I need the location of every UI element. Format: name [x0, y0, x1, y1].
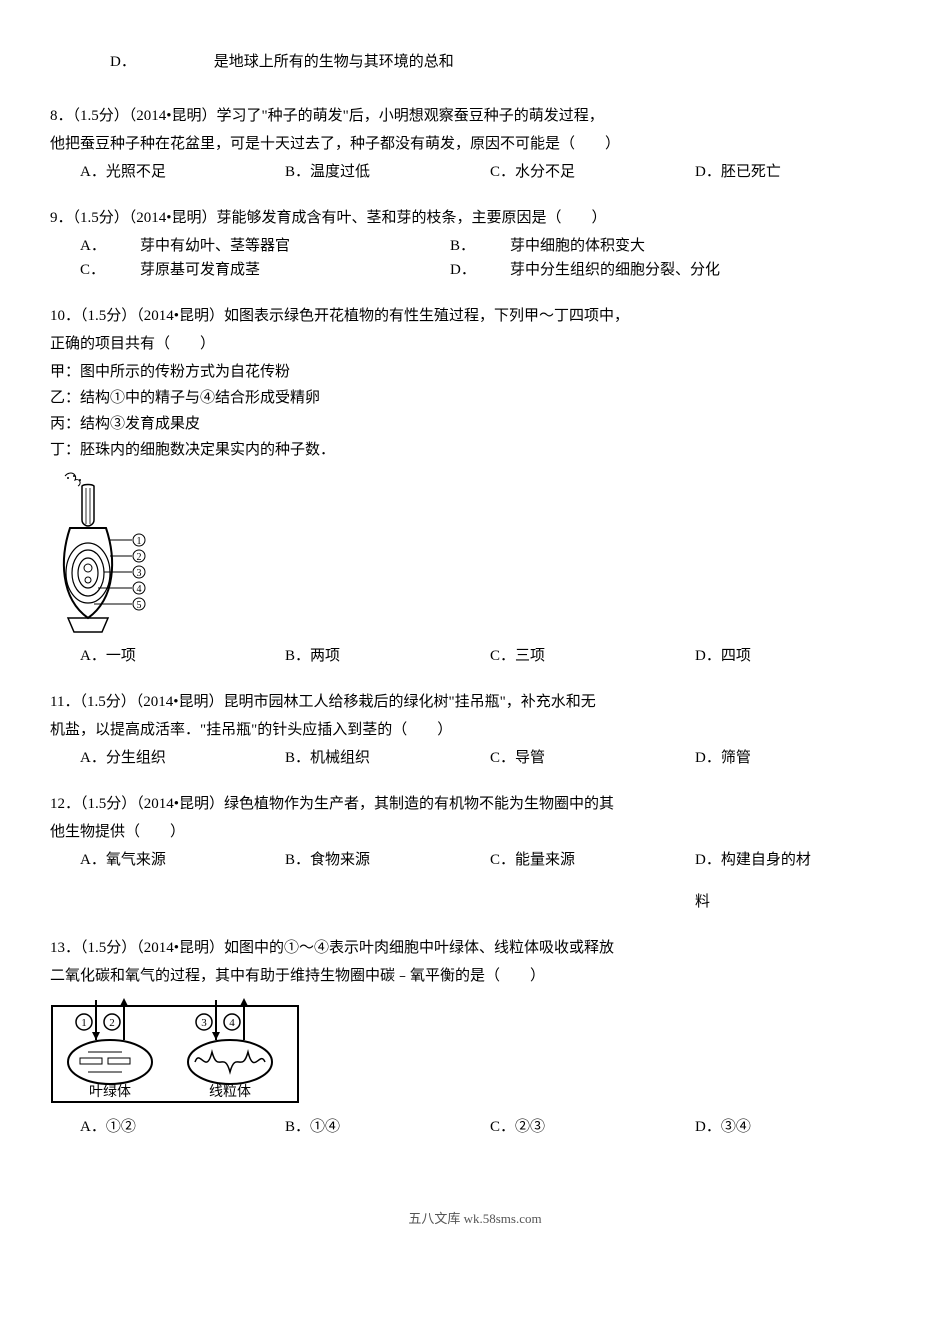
question-10: 10．（1.5分）（2014•昆明）如图表示绿色开花植物的有性生殖过程，下列甲～… [50, 304, 900, 668]
chloroplast-mitochondria-diagram: 1 2 3 4 叶绿体 线粒体 [50, 994, 900, 1109]
option-d: D．构建自身的材 [695, 848, 900, 872]
question-stem: 机盐，以提高成活率．"挂吊瓶"的针头应插入到茎的（ ） [50, 718, 900, 742]
prev-question-option-d: D． 是地球上所有的生物与其环境的总和 [50, 50, 900, 74]
question-stem: 11．（1.5分）（2014•昆明）昆明市园林工人给移栽后的绿化树"挂吊瓶"，补… [50, 690, 900, 714]
question-stem: 他生物提供（ ） [50, 820, 900, 844]
option-a-label: A． [80, 234, 140, 258]
question-8: 8．（1.5分）（2014•昆明）学习了"种子的萌发"后，小明想观察蚕豆种子的萌… [50, 104, 900, 184]
svg-text:2: 2 [109, 1017, 115, 1029]
flower-diagram-image: 1 2 3 4 5 [50, 468, 900, 638]
page-footer: 五八文库 wk.58sms.com [50, 1209, 900, 1230]
option-c-label: C． [80, 258, 140, 282]
option-c: C．②③ [490, 1115, 695, 1139]
question-stem: 正确的项目共有（ ） [50, 332, 900, 356]
question-9: 9．（1.5分）（2014•昆明）芽能够发育成含有叶、茎和芽的枝条，主要原因是（… [50, 206, 900, 282]
option-d: D．四项 [695, 644, 900, 668]
option-d-text: 芽中分生组织的细胞分裂、分化 [510, 258, 820, 282]
option-row: A．分生组织 B．机械组织 C．导管 D．筛管 [80, 746, 900, 770]
option-b: B．食物来源 [285, 848, 490, 872]
option-d: D．胚已死亡 [695, 160, 900, 184]
option-b: B．机械组织 [285, 746, 490, 770]
option-c: C．三项 [490, 644, 695, 668]
question-13: 13．（1.5分）（2014•昆明）如图中的①～④表示叶肉细胞中叶绿体、线粒体吸… [50, 936, 900, 1139]
statement-bing: 丙：结构③发育成果皮 [50, 412, 900, 436]
option-row: C． 芽原基可发育成茎 D． 芽中分生组织的细胞分裂、分化 [80, 258, 900, 282]
mitochondria-label: 线粒体 [209, 1084, 251, 1100]
option-d: D．③④ [695, 1115, 900, 1139]
option-row: A．光照不足 B．温度过低 C．水分不足 D．胚已死亡 [80, 160, 900, 184]
option-label: D． [110, 50, 210, 74]
question-stem: 8．（1.5分）（2014•昆明）学习了"种子的萌发"后，小明想观察蚕豆种子的萌… [50, 104, 900, 128]
svg-text:4: 4 [229, 1017, 235, 1029]
option-a: A．光照不足 [80, 160, 285, 184]
option-text: 是地球上所有的生物与其环境的总和 [214, 50, 454, 74]
svg-text:5: 5 [137, 600, 142, 611]
option-b: B．①④ [285, 1115, 490, 1139]
option-c: C．导管 [490, 746, 695, 770]
chloroplast-label: 叶绿体 [89, 1084, 131, 1100]
option-d-label: D． [450, 258, 510, 282]
option-a-text: 芽中有幼叶、茎等器官 [140, 234, 450, 258]
question-stem: 二氧化碳和氧气的过程，其中有助于维持生物圈中碳﹣氧平衡的是（ ） [50, 964, 900, 988]
question-12: 12．（1.5分）（2014•昆明）绿色植物作为生产者，其制造的有机物不能为生物… [50, 792, 900, 914]
option-row-cont: 料 [80, 890, 900, 914]
question-stem: 9．（1.5分）（2014•昆明）芽能够发育成含有叶、茎和芽的枝条，主要原因是（… [50, 206, 900, 230]
option-d-cont: 料 [695, 890, 900, 914]
question-stem: 他把蚕豆种子种在花盆里，可是十天过去了，种子都没有萌发，原因不可能是（ ） [50, 132, 900, 156]
option-a: A．氧气来源 [80, 848, 285, 872]
option-a: A．①② [80, 1115, 285, 1139]
option-b-text: 芽中细胞的体积变大 [510, 234, 820, 258]
option-b-label: B． [450, 234, 510, 258]
option-a: A．分生组织 [80, 746, 285, 770]
svg-text:4: 4 [137, 584, 142, 595]
svg-text:3: 3 [137, 568, 142, 579]
svg-text:3: 3 [201, 1017, 207, 1029]
option-c: C．水分不足 [490, 160, 695, 184]
option-d: D．筛管 [695, 746, 900, 770]
statement-jia: 甲：图中所示的传粉方式为自花传粉 [50, 360, 900, 384]
statement-yi: 乙：结构①中的精子与④结合形成受精卵 [50, 386, 900, 410]
svg-text:1: 1 [137, 536, 142, 547]
option-row: A．①② B．①④ C．②③ D．③④ [80, 1115, 900, 1139]
option-row: A．氧气来源 B．食物来源 C．能量来源 D．构建自身的材 [80, 848, 900, 872]
question-stem: 10．（1.5分）（2014•昆明）如图表示绿色开花植物的有性生殖过程，下列甲～… [50, 304, 900, 328]
option-b: B．温度过低 [285, 160, 490, 184]
question-11: 11．（1.5分）（2014•昆明）昆明市园林工人给移栽后的绿化树"挂吊瓶"，补… [50, 690, 900, 770]
question-stem: 13．（1.5分）（2014•昆明）如图中的①～④表示叶肉细胞中叶绿体、线粒体吸… [50, 936, 900, 960]
statement-ding: 丁：胚珠内的细胞数决定果实内的种子数． [50, 438, 900, 462]
option-row: A．一项 B．两项 C．三项 D．四项 [80, 644, 900, 668]
question-stem: 12．（1.5分）（2014•昆明）绿色植物作为生产者，其制造的有机物不能为生物… [50, 792, 900, 816]
option-c-text: 芽原基可发育成茎 [140, 258, 450, 282]
option-c: C．能量来源 [490, 848, 695, 872]
svg-text:1: 1 [81, 1017, 87, 1029]
option-b: B．两项 [285, 644, 490, 668]
option-a: A．一项 [80, 644, 285, 668]
svg-text:2: 2 [137, 552, 142, 563]
option-row: A． 芽中有幼叶、茎等器官 B． 芽中细胞的体积变大 [80, 234, 900, 258]
